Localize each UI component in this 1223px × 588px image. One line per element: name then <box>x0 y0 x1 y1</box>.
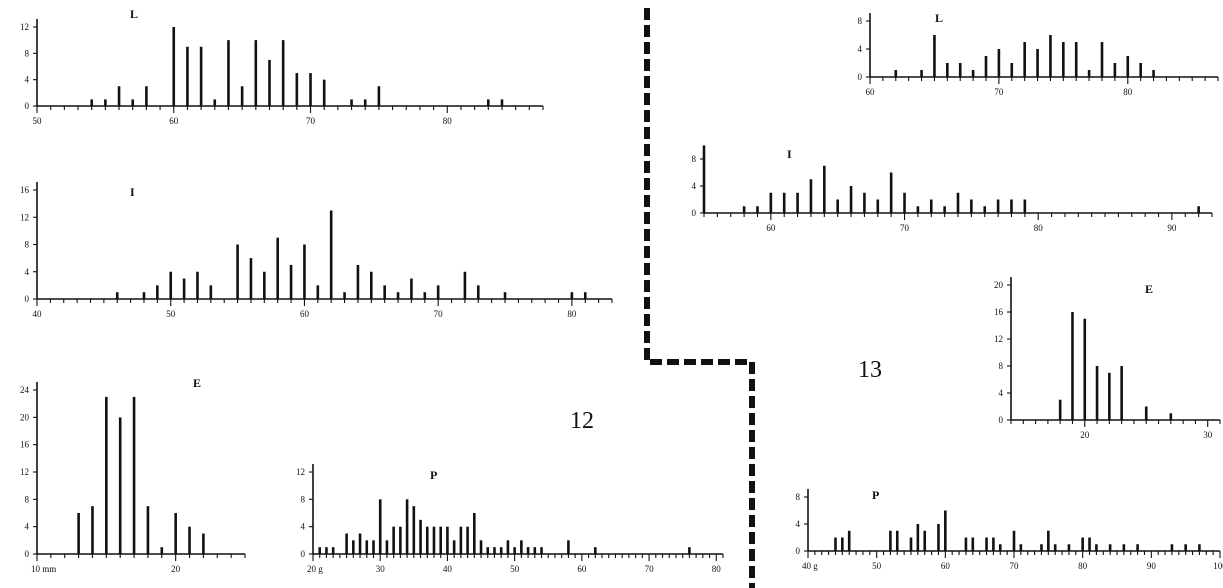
fig13-i-x-tick-label: 80 <box>1034 223 1044 233</box>
fig12-i-x-tick-label: 40 <box>33 309 43 319</box>
fig12-p-x-tick-label: 50 <box>510 564 520 574</box>
fig12-e-panel: 10 mm 20 0 4 8 12 16 20 24 E <box>20 376 246 574</box>
fig13-p-panel-label: P <box>872 488 879 502</box>
fig13-l-y-tick-label: 0 <box>858 72 863 82</box>
fig13-p-y-tick-label: 0 <box>796 546 801 556</box>
fig12-l-y-tick-label: 12 <box>20 22 29 32</box>
fig13-e-y-tick-label: 0 <box>999 415 1004 425</box>
fig13-e-y-tick-label: 16 <box>994 307 1004 317</box>
fig13-e-x-tick-label: 20 <box>1080 430 1090 440</box>
fig13-l-y-tick-label: 4 <box>858 44 863 54</box>
fig12-p-x-tick-label: 30 <box>376 564 386 574</box>
fig12-p-x-tick-label: 40 <box>443 564 453 574</box>
fig12-l-y-tick-label: 8 <box>25 48 30 58</box>
fig12-e-y-tick-label: 20 <box>20 412 30 422</box>
fig13-e-y-tick-label: 4 <box>999 388 1004 398</box>
fig12-p-y-tick-label: 8 <box>301 494 306 504</box>
fig13-e-y-tick-label: 12 <box>994 334 1003 344</box>
fig13-p-y-tick-label: 4 <box>796 519 801 529</box>
fig13-i-panel-label: I <box>787 147 792 161</box>
fig13-p-x-tick-label: 40 g <box>802 561 818 571</box>
fig12-i-x-tick-label: 80 <box>567 309 577 319</box>
fig13-i-x-tick-label: 70 <box>900 223 910 233</box>
fig12-l-x-tick-label: 70 <box>306 116 316 126</box>
fig13-l-panel-label: L <box>935 11 943 25</box>
fig12-e-x-tick-label: 20 <box>171 564 181 574</box>
fig12-l-y-tick-label: 4 <box>25 75 30 85</box>
fig12-l-x-tick-label: 60 <box>169 116 179 126</box>
fig12-l-panel-label: L <box>130 7 138 21</box>
fig12-p-y-tick-label: 12 <box>296 467 305 477</box>
fig12-i-y-tick-label: 0 <box>25 294 30 304</box>
fig13-e-x-tick-label: 30 <box>1203 430 1213 440</box>
fig13-i-y-tick-label: 8 <box>692 154 697 164</box>
fig12-e-y-tick-label: 8 <box>25 494 30 504</box>
fig12-e-panel-label: E <box>193 376 201 390</box>
fig12-l-y-tick-label: 0 <box>25 101 30 111</box>
fig12-e-y-tick-label: 12 <box>20 467 29 477</box>
fig13-p-x-tick-label: 60 <box>941 561 951 571</box>
fig13-i-panel: 60 70 80 90 0 4 8 I <box>692 145 1213 233</box>
fig12-i-y-tick-label: 12 <box>20 212 29 222</box>
fig13-i-y-tick-label: 0 <box>692 208 697 218</box>
fig13-l-x-tick-label: 70 <box>994 87 1004 97</box>
fig12-p-panel: 20 g 30 40 50 60 70 80 0 4 8 12 P <box>296 464 724 574</box>
fig13-e-panel-label: E <box>1145 282 1153 296</box>
fig13-e-y-tick-label: 8 <box>999 361 1004 371</box>
fig12-i-y-tick-label: 16 <box>20 185 30 195</box>
fig13-p-x-tick-label: 80 <box>1078 561 1088 571</box>
fig12-p-y-tick-label: 4 <box>301 522 306 532</box>
fig12-l-panel: 50 60 70 80 0 4 8 12 L <box>20 7 544 126</box>
fig12-i-x-tick-label: 50 <box>166 309 176 319</box>
fig12-l-x-tick-label: 80 <box>443 116 453 126</box>
fig12-i-panel: 40 50 60 70 80 0 4 8 12 16 I <box>20 182 613 319</box>
fig13-i-y-tick-label: 4 <box>692 181 697 191</box>
fig12-p-x-tick-label: 60 <box>577 564 587 574</box>
fig13-p-x-tick-label: 100 <box>1213 561 1223 571</box>
fig12-e-y-tick-label: 4 <box>25 522 30 532</box>
fig13-p-x-tick-label: 70 <box>1010 561 1020 571</box>
figure-divider <box>644 8 755 588</box>
fig12-e-y-tick-label: 16 <box>20 440 30 450</box>
fig13-e-panel: 20 30 0 4 8 12 16 20 E <box>994 277 1221 440</box>
fig13-l-x-tick-label: 60 <box>866 87 876 97</box>
fig13-p-x-tick-label: 50 <box>872 561 882 571</box>
fig12-i-y-tick-label: 4 <box>25 267 30 277</box>
fig12-p-x-tick-label: 20 g <box>307 564 323 574</box>
fig12-l-x-tick-label: 50 <box>33 116 43 126</box>
fig12-e-y-tick-label: 0 <box>25 549 30 559</box>
fig12-p-panel-label: P <box>430 468 437 482</box>
fig13-p-panel: 40 g 50 60 70 80 90 100 0 4 8 P <box>796 488 1223 571</box>
fig12-p-x-tick-label: 70 <box>645 564 655 574</box>
fig13-p-x-tick-label: 90 <box>1147 561 1157 571</box>
fig12-i-panel-label: I <box>130 185 135 199</box>
fig13-l-y-tick-label: 8 <box>858 16 863 26</box>
fig12-p-x-tick-label: 80 <box>712 564 722 574</box>
fig13-i-x-tick-label: 90 <box>1167 223 1177 233</box>
figure-number-13: 13 <box>858 357 882 383</box>
fig13-l-x-tick-label: 80 <box>1123 87 1133 97</box>
fig12-i-x-tick-label: 70 <box>434 309 444 319</box>
fig12-e-x-tick-label: 10 mm <box>31 564 56 574</box>
fig13-l-panel: 60 70 80 0 4 8 L <box>858 11 1219 97</box>
figure-number-12: 12 <box>570 408 594 434</box>
fig12-i-x-tick-label: 60 <box>300 309 310 319</box>
fig13-p-y-tick-label: 8 <box>796 492 801 502</box>
fig12-p-y-tick-label: 0 <box>301 549 306 559</box>
fig13-e-y-tick-label: 20 <box>994 280 1004 290</box>
fig12-e-y-tick-label: 24 <box>20 385 30 395</box>
fig12-i-y-tick-label: 8 <box>25 240 30 250</box>
fig13-i-x-tick-label: 60 <box>766 223 776 233</box>
